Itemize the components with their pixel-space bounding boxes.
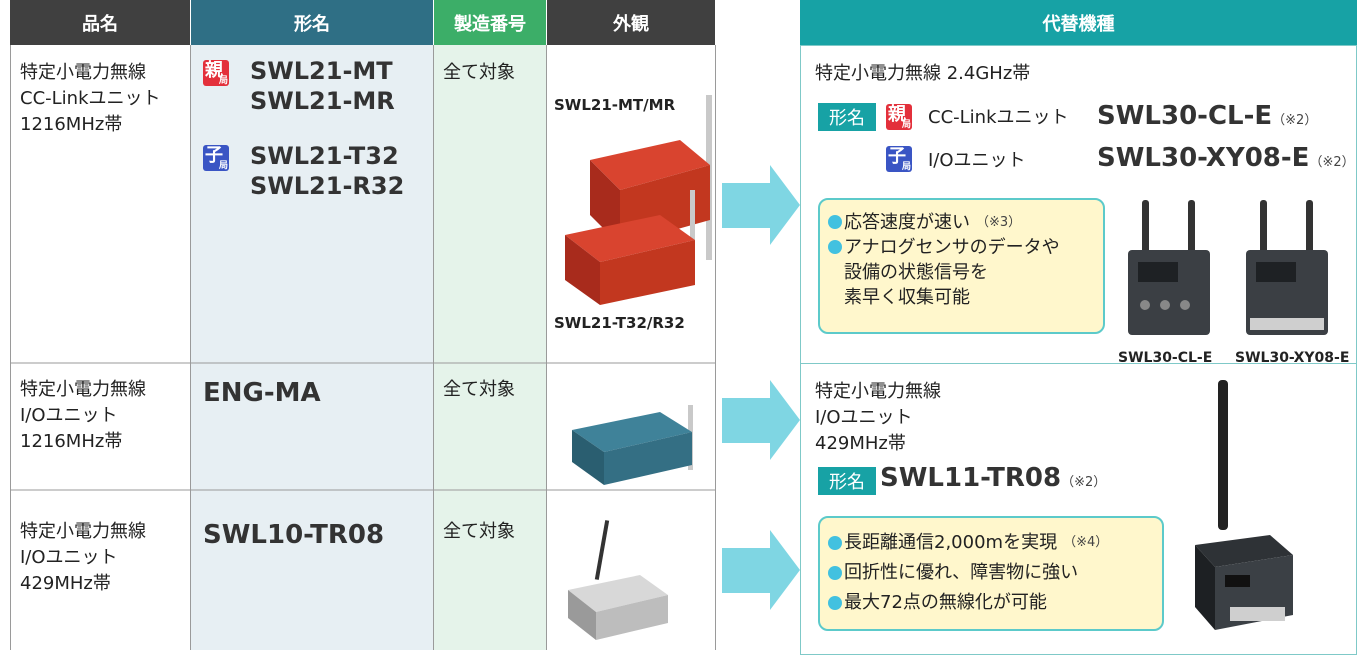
band-line: I/Oユニット	[815, 407, 913, 428]
badge-sub: 局	[218, 76, 228, 86]
table-lines	[10, 45, 800, 650]
name-line: 特定小電力無線	[20, 379, 146, 400]
badge-sub: 局	[218, 161, 228, 171]
product-label: SWL30-CL-E	[1118, 350, 1213, 366]
feature: 長距離通信2,000mを実現 （※4）	[828, 528, 1154, 558]
name-line: I/Oユニット	[20, 547, 118, 568]
note: （※2）	[1272, 113, 1318, 128]
description: I/Oユニット	[928, 150, 1026, 171]
feature-text: 長距離通信2,000mを実現	[844, 532, 1058, 553]
appearance-label: SWL21-MT/MR	[554, 96, 676, 114]
feature: アナログセンサのデータや	[828, 235, 1095, 260]
model: SWL10-TR08	[203, 520, 385, 550]
product-name: 特定小電力無線 I/Oユニット 429MHz帯	[20, 519, 146, 597]
feature-text: 回折性に優れ、障害物に強い	[844, 562, 1079, 583]
model-line: SWL30-CL-E（※2）	[1097, 101, 1317, 136]
badge-main: 親	[205, 60, 223, 81]
feature-text: アナログセンサのデータや	[844, 237, 1060, 258]
serial: 全て対象	[443, 62, 515, 83]
header-cell: 外観	[547, 0, 715, 45]
model-tag: 形名	[818, 467, 876, 495]
feature-text: 最大72点の無線化が可能	[844, 592, 1047, 613]
badge-main: 親	[888, 104, 906, 125]
product-name: 特定小電力無線 I/Oユニット 1216MHz帯	[20, 377, 146, 455]
header-cell: 形名	[191, 0, 433, 45]
feature: 回折性に優れ、障害物に強い	[828, 558, 1154, 588]
feature-text: 素早く収集可能	[844, 287, 970, 308]
feature: 応答速度が速い （※3）	[828, 210, 1095, 235]
model: SWL21-MR	[250, 87, 395, 115]
serial: 全て対象	[443, 521, 515, 542]
name-line: 特定小電力無線	[20, 521, 146, 542]
band: 特定小電力無線 I/Oユニット 429MHz帯	[815, 379, 941, 457]
bullet	[828, 566, 842, 580]
name-line: CC-Linkユニット	[20, 88, 161, 109]
name-line: I/Oユニット	[20, 405, 118, 426]
model-line: SWL30-XY08-E（※2）	[1097, 143, 1355, 178]
model: SWL21-R32	[250, 172, 405, 200]
bullet	[828, 240, 842, 254]
serial: 全て対象	[443, 379, 515, 400]
note: （※3）	[976, 215, 1022, 230]
replacement-header: 代替機種	[800, 0, 1357, 45]
name-line: 1216MHz帯	[20, 114, 123, 135]
feature-text: 設備の状態信号を	[844, 262, 988, 283]
model: SWL11-TR08	[880, 463, 1062, 493]
bullet	[828, 215, 842, 229]
band: 特定小電力無線 2.4GHz帯	[815, 63, 1031, 84]
model-line: SWL11-TR08（※2）	[880, 463, 1106, 498]
band-line: 特定小電力無線	[815, 381, 941, 402]
model: SWL21-MT	[250, 57, 393, 85]
master-badge: 親局	[886, 104, 912, 130]
model: SWL30-XY08-E	[1097, 143, 1310, 173]
note: （※2）	[1061, 475, 1107, 490]
model-list: SWL21-MT SWL21-MR	[250, 56, 395, 116]
bullet	[828, 596, 842, 610]
model: ENG-MA	[203, 378, 321, 408]
feature-text: 応答速度が速い	[844, 212, 970, 233]
product-image	[1195, 380, 1293, 630]
slave-badge: 子局	[886, 146, 912, 172]
note: （※4）	[1063, 535, 1109, 550]
appearance-label: SWL21-T32/R32	[554, 314, 685, 332]
model: SWL21-T32	[250, 142, 399, 170]
feature-box: 長距離通信2,000mを実現 （※4） 回折性に優れ、障害物に強い 最大72点の無…	[818, 516, 1164, 631]
note: （※2）	[1309, 155, 1355, 170]
model-tag: 形名	[818, 103, 876, 131]
description: CC-Linkユニット	[928, 107, 1069, 128]
product-label: SWL30-XY08-E	[1235, 350, 1350, 366]
serial-column-bg	[434, 45, 546, 650]
feature: 最大72点の無線化が可能	[828, 588, 1154, 618]
badge-sub: 局	[901, 120, 911, 130]
model: SWL30-CL-E	[1097, 101, 1273, 131]
master-badge: 親局	[203, 60, 229, 86]
name-line: 429MHz帯	[20, 573, 111, 594]
product-images	[1128, 200, 1328, 335]
badge-main: 子	[888, 146, 906, 167]
header-cell: 品名	[10, 0, 190, 45]
model-column-bg	[191, 45, 433, 650]
name-line: 特定小電力無線	[20, 62, 146, 83]
band-line: 429MHz帯	[815, 433, 906, 454]
badge-main: 子	[205, 145, 223, 166]
slave-badge: 子局	[203, 145, 229, 171]
name-line: 1216MHz帯	[20, 431, 123, 452]
feature-box: 応答速度が速い （※3） アナログセンサのデータや 設備の状態信号を 素早く収集可…	[818, 198, 1105, 334]
header-cell: 製造番号	[434, 0, 546, 45]
bullet	[828, 536, 842, 550]
model-list: SWL21-T32 SWL21-R32	[250, 141, 404, 201]
badge-sub: 局	[901, 162, 911, 172]
product-name: 特定小電力無線 CC-Linkユニット 1216MHz帯	[20, 60, 161, 138]
